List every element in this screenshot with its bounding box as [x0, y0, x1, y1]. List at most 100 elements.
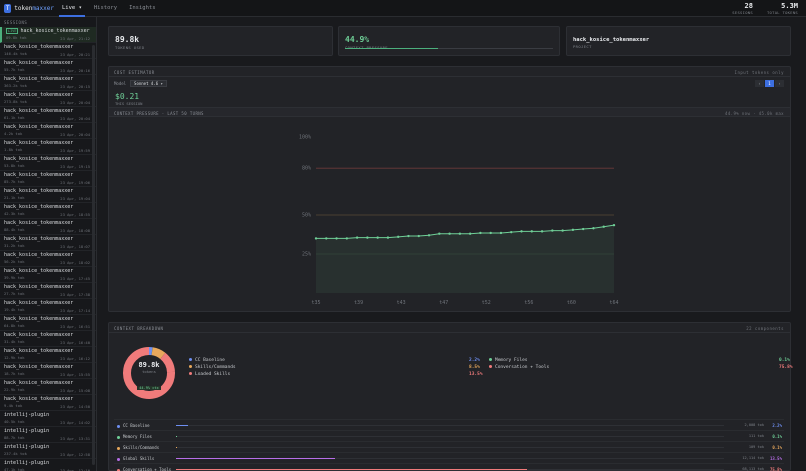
breakdown-row-label: Global Skills — [117, 456, 154, 461]
session-item[interactable]: hack_kosice_tokenmaxxer 85.7k tok 23 Apr, … — [0, 171, 96, 187]
session-item[interactable]: intellij-plugin 237.4k tok 23 Apr, 12:58 — [0, 443, 96, 459]
session-item[interactable]: hack_kosice_tokenmaxxer 4.2k tok 23 Apr, 2… — [0, 123, 96, 139]
session-item[interactable]: hack_kosice_tokenmaxxer 9.4k tok 23 Apr, 1… — [0, 395, 96, 411]
pressure-point — [427, 234, 431, 237]
breakdown-row-fill — [176, 457, 335, 459]
pressure-area — [316, 225, 614, 293]
prev-page-button[interactable]: ‹ — [755, 80, 764, 87]
pressure-point — [376, 236, 379, 239]
legend-item: Conversation + Tools — [489, 365, 549, 370]
session-name-text: intellij-plugin — [4, 428, 50, 434]
session-name: intellij-plugin — [4, 412, 92, 418]
session-item[interactable]: hack_kosice_tokenmaxxer 21.1k tok 23 Apr, … — [0, 187, 96, 203]
breakdown-row-fill — [176, 424, 189, 426]
session-item[interactable]: hack_kosice_tokenmaxxer 61.1k tok 23 Apr, … — [0, 107, 96, 123]
cost-estimator-card: COST ESTIMATOR Input tokens only Model So… — [108, 66, 791, 312]
breakdown-row[interactable]: Skills/Commands 109 tok 0.1% — [114, 441, 784, 451]
pressure-chart-note: 44.9% now · 45.0k max — [725, 111, 784, 116]
pressure-value: 44.9% — [345, 35, 370, 44]
session-name-text: hack_kosice_tokenmaxxer — [4, 268, 74, 274]
session-date: 23 Apr, 14:02 — [60, 420, 90, 425]
legend-percent: 2.2% — [469, 358, 480, 363]
breakdown-donut: 89.8k tokens 44.9% ctx — [121, 345, 177, 401]
breakdown-row-percent: 13.5% — [769, 456, 782, 461]
main-panel: 89.8k TOKENS USED 44.9% CONTEXT PRESSURE… — [97, 17, 806, 471]
session-item[interactable]: hack_kosice_tokenmaxxer 31.2k tok 23 Apr, … — [0, 235, 96, 251]
tab-insights[interactable]: Insights — [129, 4, 156, 11]
session-size: 61.1k tok — [4, 115, 25, 120]
pressure-chart: 100% 80% 50% 25% t35 t39 t43 t47 t52 t56 t60 t64 — [299, 135, 619, 307]
session-item[interactable]: hack_kosice_tokenmaxxer 146.4k tok 23 Apr,… — [0, 43, 96, 59]
session-size: 22.9k tok — [4, 387, 25, 392]
pressure-point — [499, 231, 503, 235]
session-date: 23 Apr, 19:59 — [60, 148, 90, 153]
total-tokens-value: 5.3M — [781, 2, 798, 10]
session-item[interactable]: hack_kosice_tokenmaxxer 55.7k tok 23 Apr, … — [0, 59, 96, 75]
session-item[interactable]: hack_kosice_tokenmaxxer 27.7k tok 23 Apr, … — [0, 283, 96, 299]
x-tick-label: t35 — [311, 300, 320, 306]
page-1-button[interactable]: 1 — [765, 80, 774, 87]
session-size: 4.2k tok — [4, 131, 23, 136]
breakdown-row-label: Skills/Commands — [117, 445, 159, 450]
breakdown-row-tokens: 2,008 tok — [744, 423, 764, 427]
legend-percent: 13.5% — [469, 372, 483, 377]
session-size: 273.8k tok — [4, 99, 27, 104]
session-item[interactable]: intellij-plugin 88.7k tok 23 Apr, 13:31 — [0, 427, 96, 443]
session-item[interactable]: hack_kosice_tokenmaxxer 31.4k tok 23 Apr, … — [0, 331, 96, 347]
session-item[interactable]: hack_kosice_tokenmaxxer 363.2k tok 23 Apr,… — [0, 75, 96, 91]
sidebar-scrollbar[interactable] — [92, 45, 95, 465]
session-name-text: hack_kosice_tokenmaxxer — [4, 396, 74, 402]
session-date: 23 Apr, 18:08 — [60, 228, 90, 233]
session-name-text: hack_kosice_tokenmaxxer — [4, 124, 74, 130]
session-name: hack_kosice_tokenmaxxer — [4, 284, 92, 290]
session-item[interactable]: hack_kosice_tokenmaxxer 53.8k tok 23 Apr, … — [0, 155, 96, 171]
session-item[interactable]: hack_kosice_tokenmaxxer 273.8k tok 23 Apr,… — [0, 91, 96, 107]
model-select[interactable]: Sonnet 4.6 ▾ — [130, 80, 167, 87]
breakdown-row[interactable]: Memory Files 111 tok 0.1% — [114, 430, 784, 440]
session-name-text: hack_kosice_tokenmaxxer — [4, 236, 74, 242]
pressure-point — [540, 230, 544, 233]
session-item[interactable]: hack_kosice_tokenmaxxer 39.9k tok 23 Apr, … — [0, 267, 96, 283]
breakdown-row-bar — [176, 468, 724, 470]
session-item[interactable]: intellij-plugin 47.1k tok 23 Apr, 12:10 — [0, 459, 96, 471]
session-item[interactable]: hack_kosice_tokenmaxxer 12.9k tok 23 Apr, … — [0, 347, 96, 363]
session-size: 88.7k tok — [4, 435, 25, 440]
breakdown-row-bar — [176, 446, 724, 448]
pressure-point — [468, 232, 472, 235]
breakdown-row[interactable]: Global Skills 12,114 tok 13.5% — [114, 452, 784, 462]
breakdown-legend: CC Baseline 2.2% Skills/Commands 8.5% Loaded… — [189, 358, 793, 398]
session-name: hack_kosice_tokenmaxxer — [4, 188, 92, 194]
breakdown-row-percent: 2.2% — [772, 423, 782, 428]
session-item[interactable]: hack_kosice_tokenmaxxer 19.4k tok 23 Apr, … — [0, 299, 96, 315]
legend-label: Loaded Skills — [195, 372, 231, 377]
session-date: 23 Apr, 19:06 — [60, 180, 90, 185]
session-name: hack_kosice_tokenmaxxer — [4, 44, 92, 50]
session-item[interactable]: hack_kosice_tokenmaxxer 1.8k tok 23 Apr, 1… — [0, 139, 96, 155]
session-item[interactable]: hack_kosice_tokenmaxxer 22.9k tok 23 Apr, … — [0, 379, 96, 395]
tab-live[interactable]: Live ▾ — [56, 0, 88, 17]
breakdown-row[interactable]: Conversation + Tools 68,113 tok 75.8% — [114, 463, 784, 471]
context-breakdown-card: CONTEXT BREAKDOWN 22 components 89.8k tok… — [108, 322, 793, 471]
session-name: hack_kosice_tokenmaxxer — [4, 220, 92, 226]
app-logo[interactable]: T tokenmaxxer — [4, 3, 54, 13]
tab-history[interactable]: History — [93, 4, 118, 11]
project-name: hack_kosice_tokenmaxxer — [573, 37, 650, 43]
session-item[interactable]: hack_kosice_tokenmaxxer 64.8k tok 23 Apr, … — [0, 315, 96, 331]
session-item[interactable]: hack_kosice_tokenmaxxer 88.4k tok 23 Apr, … — [0, 219, 96, 235]
session-item[interactable]: hack_kosice_tokenmaxxer 56.2k tok 23 Apr, … — [0, 251, 96, 267]
session-name-text: hack_kosice_tokenmaxxer — [4, 188, 74, 194]
session-item[interactable]: intellij-plugin 40.5k tok 23 Apr, 14:02 — [0, 411, 96, 427]
session-date: 23 Apr, 16:40 — [60, 340, 90, 345]
sidebar-title: SESSIONS — [4, 20, 28, 25]
session-item[interactable]: hack_kosice_tokenmaxxer 42.3k tok 23 Apr, … — [0, 203, 96, 219]
breakdown-row-label: Memory Files — [117, 434, 152, 439]
row-dot-icon — [117, 435, 120, 439]
session-size: 53.8k tok — [4, 163, 25, 168]
next-page-button[interactable]: › — [775, 80, 784, 87]
legend-label: Conversation + Tools — [495, 365, 550, 370]
session-name: intellij-plugin — [4, 460, 92, 466]
session-item[interactable]: LIVE hack_kosice_tokenmaxxer 89.8k tok 23 A… — [0, 27, 96, 43]
breakdown-row[interactable]: CC Baseline 2,008 tok 2.2% — [114, 419, 784, 429]
session-item[interactable]: hack_kosice_tokenmaxxer 18.7k tok 23 Apr, … — [0, 363, 96, 379]
total-tokens-label: TOTAL TOKENS — [766, 10, 798, 15]
